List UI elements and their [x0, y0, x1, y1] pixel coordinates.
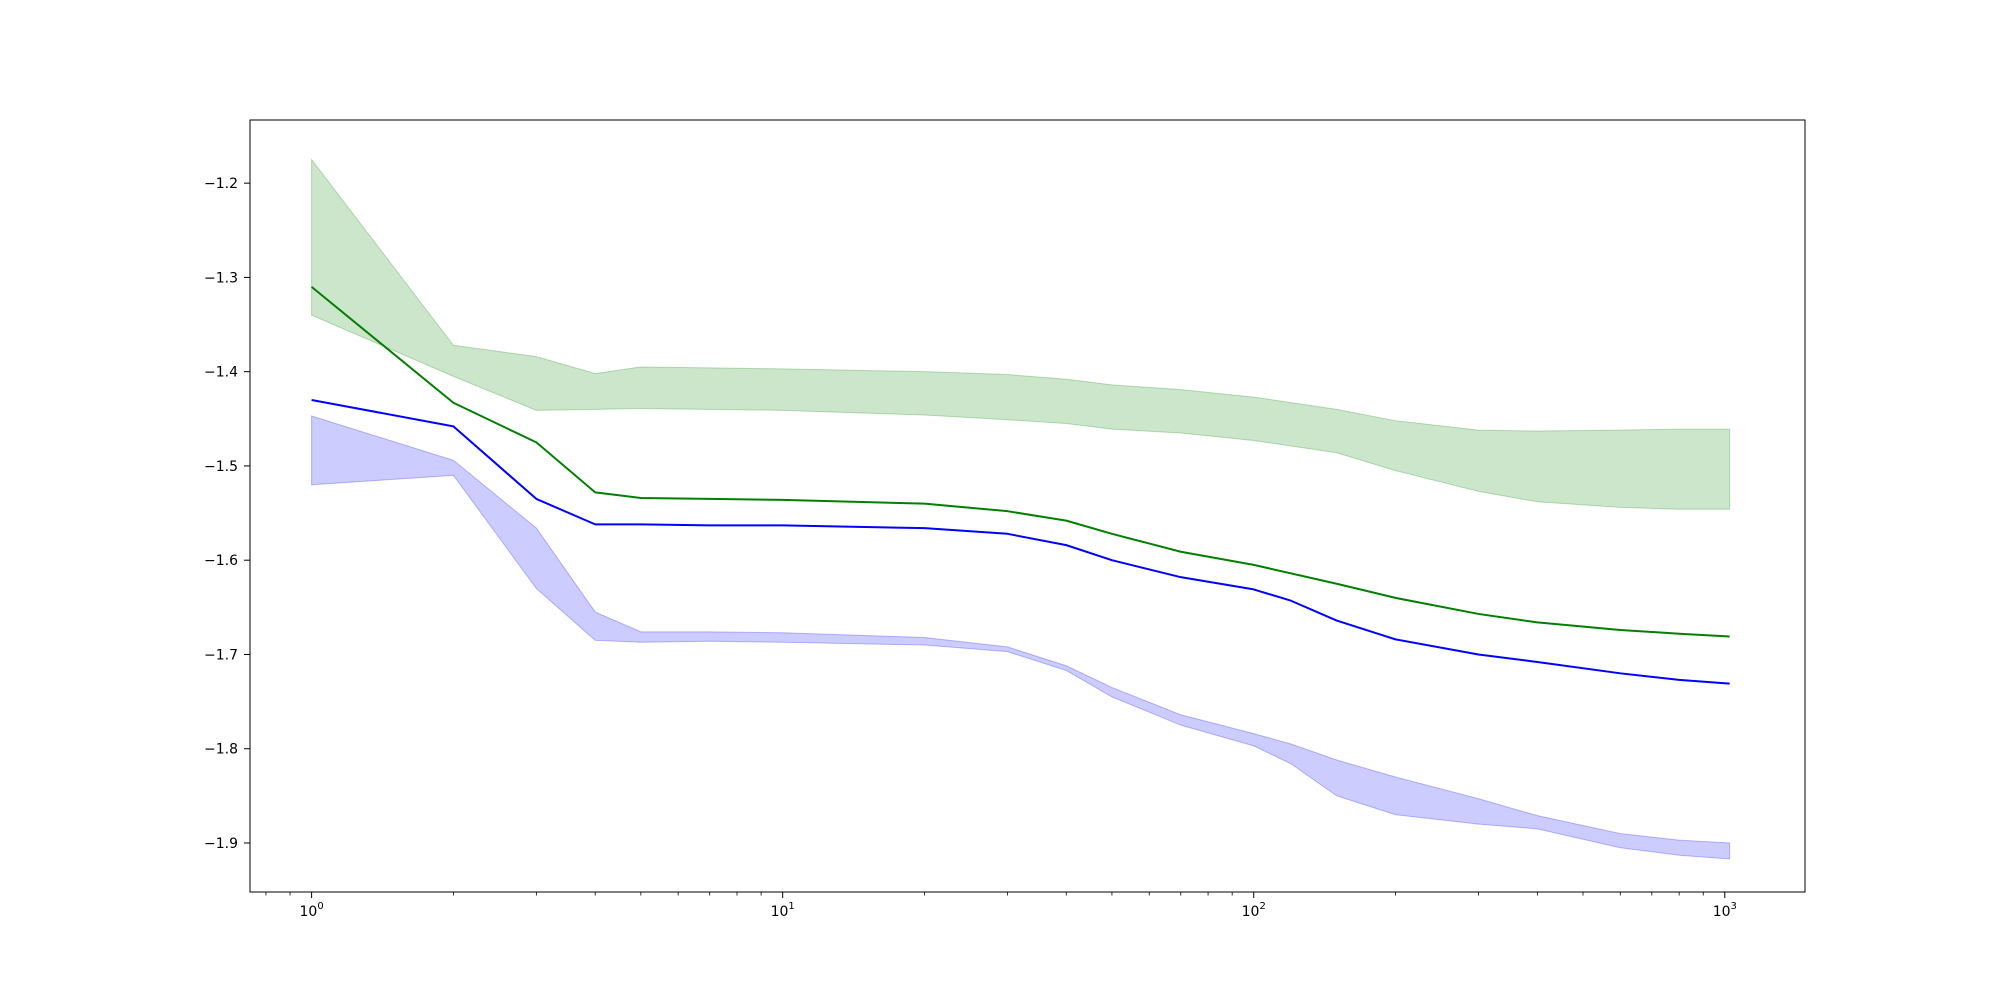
confidence-bands	[311, 158, 1731, 860]
line-series-2	[311, 398, 1730, 685]
y-axis: −1.9 −1.8 −1.7 −1.6 −1.5 −1.4 −1.3 −1.2	[204, 176, 250, 852]
x-tick-label: 100	[299, 901, 323, 920]
x-tick-label: 101	[771, 901, 795, 920]
x-tick-label: 103	[1713, 901, 1737, 920]
band-series-2	[311, 415, 1731, 860]
y-tick-label: −1.3	[204, 270, 238, 286]
band-series-1	[311, 158, 1731, 510]
x-tick-label: 102	[1242, 901, 1266, 920]
y-tick-label: −1.7	[204, 647, 238, 663]
y-tick-label: −1.6	[204, 553, 238, 569]
line-series-1	[310, 286, 1730, 638]
y-tick-label: −1.4	[204, 365, 238, 381]
series-lines	[310, 286, 1730, 685]
axes-frame	[249, 119, 1806, 893]
y-tick-label: −1.5	[204, 459, 238, 475]
y-tick-label: −1.2	[204, 176, 238, 192]
x-axis: 100 101 102 103	[265, 892, 1737, 920]
y-tick-label: −1.9	[204, 836, 238, 852]
y-tick-label: −1.8	[204, 742, 238, 758]
